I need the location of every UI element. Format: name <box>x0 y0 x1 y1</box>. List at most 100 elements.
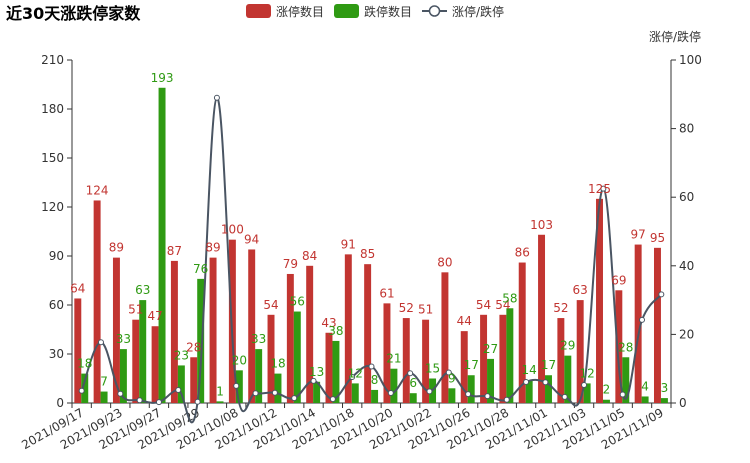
ratio-point <box>136 397 143 404</box>
ratio-point <box>619 391 626 398</box>
bar-down <box>525 380 533 403</box>
ratio-point <box>117 390 124 397</box>
bar-down <box>100 391 108 403</box>
data-label-up: 91 <box>341 237 356 251</box>
data-label-down: 33 <box>116 332 131 346</box>
ratio-point <box>213 94 220 101</box>
bar-down <box>293 311 301 403</box>
ratio-point <box>310 377 317 384</box>
ratio-point <box>658 291 665 298</box>
bar-up <box>344 254 352 403</box>
ratio-point <box>639 316 646 323</box>
legend-item-down[interactable]: 跌停数目 <box>334 4 412 19</box>
ratio-point <box>97 339 104 346</box>
bar-up <box>267 314 275 403</box>
data-label-down: 27 <box>483 342 498 356</box>
data-label-down: 17 <box>464 358 479 372</box>
bar-down <box>448 388 456 403</box>
bar-up <box>596 198 603 403</box>
bar-down <box>545 375 552 403</box>
bar-down <box>583 383 591 403</box>
bar-down <box>641 396 649 403</box>
ratio-point <box>78 387 85 394</box>
bar-down <box>81 373 89 403</box>
data-label-up: 89 <box>205 241 220 255</box>
data-label-down: 7 <box>100 375 108 389</box>
y-left-tick-label: 120 <box>41 200 64 214</box>
data-label-up: 86 <box>515 246 530 260</box>
ratio-line <box>78 94 665 424</box>
bar-down <box>235 370 243 403</box>
data-label-up: 103 <box>530 218 553 232</box>
ratio-point <box>271 389 278 396</box>
data-label-up: 44 <box>457 314 472 328</box>
data-label-down: 38 <box>328 324 343 338</box>
y-right-axis-label: 涨停/跌停 <box>649 29 701 44</box>
data-label-up: 52 <box>399 301 414 315</box>
data-label-down: 3 <box>661 381 669 395</box>
data-label-down: 58 <box>502 291 517 305</box>
legend-item-ratio[interactable]: 涨停/跌停 <box>422 4 504 19</box>
data-label-down: 33 <box>251 332 266 346</box>
bar-down <box>274 373 282 403</box>
bar-up <box>306 265 314 403</box>
ratio-point <box>542 379 549 386</box>
ratio-point <box>561 393 568 400</box>
data-label-down: 193 <box>151 71 174 85</box>
data-label-up: 125 <box>588 182 611 196</box>
data-label-up: 61 <box>379 286 394 300</box>
data-label-down: 14 <box>522 363 537 377</box>
y-right-tick-label: 60 <box>679 190 694 204</box>
data-label-down: 12 <box>348 366 363 380</box>
bar-down <box>351 383 359 403</box>
ratio-point <box>233 382 240 389</box>
ratio-point <box>523 378 530 385</box>
data-label-up: 63 <box>573 283 588 297</box>
ratio-point <box>465 391 472 398</box>
y-left-tick-label: 210 <box>41 53 64 67</box>
bar-down <box>409 393 417 403</box>
data-label-down: 2 <box>603 383 611 397</box>
data-label-down: 12 <box>579 366 594 380</box>
bars <box>74 87 668 404</box>
bar-down <box>390 368 398 403</box>
data-label-down: 18 <box>77 357 92 371</box>
data-label-up: 124 <box>86 183 109 197</box>
data-label-down: 17 <box>541 358 556 372</box>
legend-label-down: 跌停数目 <box>364 4 412 19</box>
bar-up <box>615 290 623 403</box>
ratio-point <box>291 395 298 402</box>
data-label-up: 54 <box>495 298 510 312</box>
bar-down <box>197 278 205 403</box>
data-label-up: 84 <box>302 249 317 263</box>
data-label-down: 21 <box>386 352 401 366</box>
data-label-up: 52 <box>553 301 568 315</box>
y-right-tick-label: 100 <box>679 53 702 67</box>
data-label-up: 79 <box>283 257 298 271</box>
bar-up <box>402 318 410 403</box>
y-left-tick-label: 150 <box>41 151 64 165</box>
data-label-up: 80 <box>437 255 452 269</box>
bar-up <box>248 249 256 403</box>
y-left-tick-label: 60 <box>49 298 64 312</box>
data-label-down: 13 <box>309 365 324 379</box>
legend-marker-ratio <box>428 5 441 17</box>
chart-title: 近30天涨跌停家数 <box>6 4 141 23</box>
bar-up <box>383 303 391 403</box>
data-label-up: 89 <box>109 241 124 255</box>
legend-item-up[interactable]: 涨停数目 <box>246 4 324 19</box>
bar-up <box>441 272 449 403</box>
data-label-up: 51 <box>418 303 433 317</box>
bar-down <box>158 87 166 404</box>
bar-up <box>518 262 526 403</box>
legend-swatch-down <box>334 4 359 18</box>
data-label-down: 9 <box>448 371 456 385</box>
data-label-up: 47 <box>147 309 162 323</box>
data-label-down: 18 <box>270 357 285 371</box>
bar-up <box>557 318 565 403</box>
legend-swatch-up <box>246 4 271 18</box>
bar-up <box>74 298 82 403</box>
legend-label-up: 涨停数目 <box>276 4 324 19</box>
bar-up <box>653 247 661 403</box>
bar-down <box>660 398 668 403</box>
